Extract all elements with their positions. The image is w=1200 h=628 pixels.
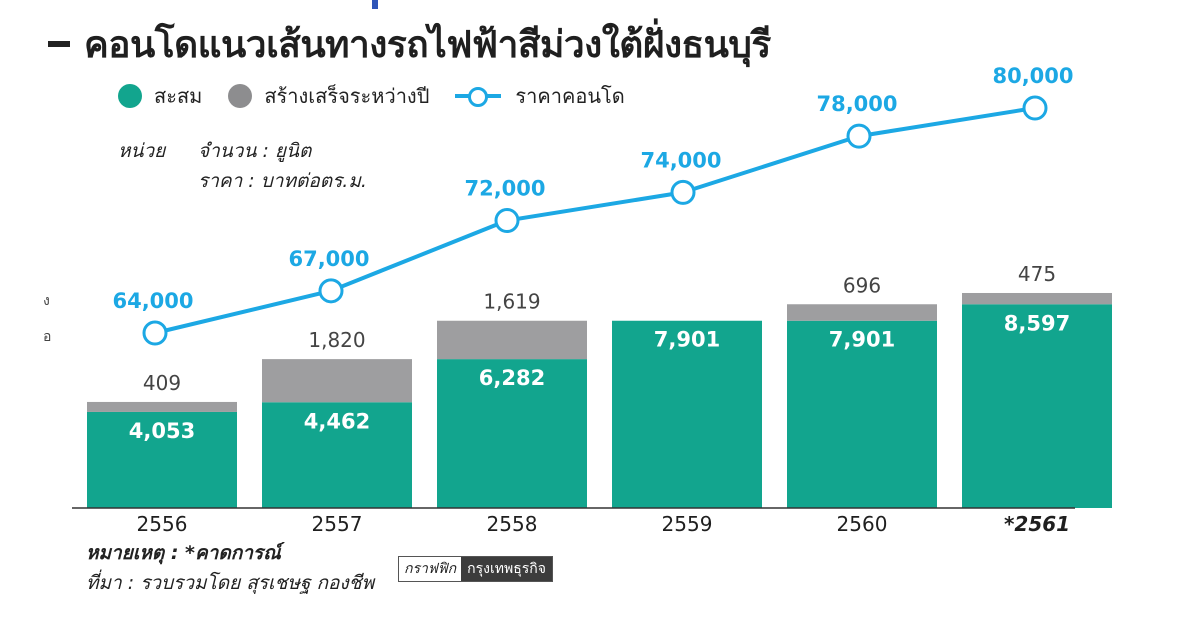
x-tick-label: 2556 bbox=[137, 512, 188, 536]
bar-cumulative bbox=[787, 320, 937, 508]
bar-label-completed: 696 bbox=[843, 273, 881, 297]
credit-badge: กราฟฟิก กรุงเทพธุรกิจ bbox=[398, 556, 553, 582]
legend-swatch-cumulative bbox=[118, 84, 142, 108]
x-tick-label: 2560 bbox=[837, 512, 888, 536]
price-label: 74,000 bbox=[640, 148, 721, 172]
top-accent bbox=[372, 0, 378, 9]
units-note: หน่วย จำนวน : ยูนิต ราคา : บาทต่อตร.ม. bbox=[118, 136, 367, 196]
bar-cumulative bbox=[87, 411, 237, 508]
bar-label-cumulative: 6,282 bbox=[479, 366, 545, 390]
legend-label-cumulative: สะสม bbox=[154, 84, 203, 108]
price-point bbox=[142, 320, 168, 346]
legend-swatch-completed bbox=[228, 84, 253, 108]
bar-completed bbox=[787, 304, 937, 321]
bar-label-cumulative: 4,462 bbox=[304, 409, 370, 433]
legend-item-cumulative: สะสม bbox=[118, 80, 202, 112]
bar-label-completed: 1,619 bbox=[483, 290, 540, 314]
x-tick-label: 2559 bbox=[662, 512, 713, 536]
price-point bbox=[494, 208, 520, 233]
price-point bbox=[846, 123, 872, 149]
edge-mark-1: ง bbox=[43, 293, 50, 309]
bar-cumulative bbox=[962, 304, 1112, 508]
bar-label-cumulative: 4,053 bbox=[129, 419, 195, 443]
notes: หมายเหตุ : *คาดการณ์ ที่มา : รวบรวมโดย ส… bbox=[86, 538, 374, 598]
price-point bbox=[318, 278, 344, 304]
legend-item-completed: สร้างเสร็จระหว่างปี bbox=[228, 80, 429, 112]
source-note: ที่มา : รวบรวมโดย สุรเชษฐ กองชีพ bbox=[86, 572, 375, 594]
bar-cumulative bbox=[262, 402, 412, 508]
units-count: จำนวน : ยูนิต bbox=[198, 140, 312, 162]
bar-completed bbox=[87, 401, 237, 412]
credit-graphic: กราฟฟิก bbox=[399, 557, 462, 581]
units-price: ราคา : บาทต่อตร.ม. bbox=[198, 170, 367, 192]
price-label: 64,000 bbox=[112, 289, 193, 313]
chart-title: คอนโดแนวเส้นทางรถไฟฟ้าสีม่วงใต้ฝั่งธนบุร… bbox=[84, 22, 771, 66]
bar-label-completed: 409 bbox=[143, 371, 181, 395]
bar-completed bbox=[437, 320, 587, 360]
x-tick-label: 2558 bbox=[487, 512, 538, 536]
bar-completed bbox=[962, 292, 1112, 305]
price-point bbox=[670, 179, 696, 205]
legend: สะสม สร้างเสร็จระหว่างปี ราคาคอนโด bbox=[118, 80, 651, 112]
title-block: คอนโดแนวเส้นทางรถไฟฟ้าสีม่วงใต้ฝั่งธนบุร… bbox=[48, 14, 771, 74]
legend-label-price: ราคาคอนโด bbox=[515, 84, 625, 108]
price-point bbox=[1022, 95, 1048, 121]
price-label: 80,000 bbox=[992, 64, 1073, 88]
bar-cumulative bbox=[437, 359, 587, 508]
bar-cumulative bbox=[612, 320, 762, 508]
x-tick-label: 2557 bbox=[312, 512, 363, 536]
credit-brand: กรุงเทพธุรกิจ bbox=[461, 557, 552, 581]
price-label: 78,000 bbox=[816, 92, 897, 116]
legend-swatch-price bbox=[455, 84, 502, 108]
bar-label-completed: 1,820 bbox=[308, 328, 365, 352]
edge-mark-2: อ bbox=[43, 329, 52, 345]
bar-label-completed: 475 bbox=[1018, 262, 1056, 286]
legend-item-price: ราคาคอนโด bbox=[455, 80, 625, 112]
title-dash bbox=[48, 41, 70, 47]
bar-completed bbox=[262, 359, 412, 403]
units-label: หน่วย bbox=[118, 140, 166, 162]
price-line bbox=[154, 106, 1036, 335]
bar-label-cumulative: 7,901 bbox=[829, 328, 895, 352]
x-tick-label: *2561 bbox=[1004, 512, 1070, 536]
bar-label-cumulative: 7,901 bbox=[654, 328, 720, 352]
remark-note: หมายเหตุ : *คาดการณ์ bbox=[86, 542, 281, 564]
price-label: 67,000 bbox=[288, 247, 369, 271]
legend-label-completed: สร้างเสร็จระหว่างปี bbox=[264, 84, 430, 108]
bar-label-cumulative: 8,597 bbox=[1004, 311, 1070, 335]
price-label: 72,000 bbox=[464, 177, 545, 201]
